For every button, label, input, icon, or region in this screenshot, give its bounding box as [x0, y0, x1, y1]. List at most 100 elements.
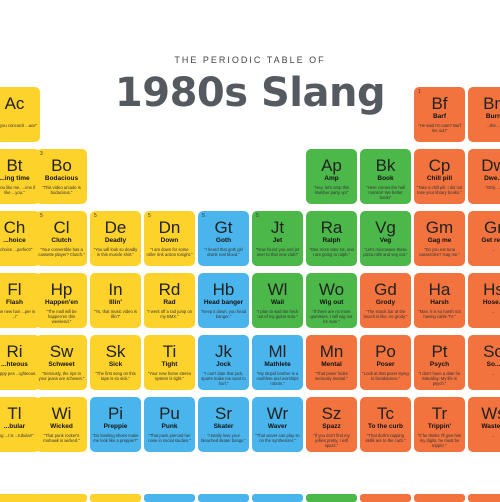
- tile[interactable]: Wo Wig out "If there are no more gummies, …: [306, 273, 357, 328]
- tile[interactable]: Bn Burn ...the ...: [468, 87, 500, 142]
- tile-description: "The snack bar at the beach is like, so …: [363, 309, 408, 319]
- tile[interactable]: Wl Wail "I plan to wail the heck out of my…: [252, 273, 303, 328]
- tile[interactable]: Ml Mathlete "My stupid brother is a mathle…: [252, 335, 303, 390]
- tile[interactable]: Tr Trippin' "If he thinks I'll give him my…: [414, 397, 465, 452]
- tile-description: "Let's microwave these pizza rolls and v…: [363, 247, 408, 257]
- tile[interactable]: Tl...bular ...ng ...t is ...tubular!": [0, 397, 40, 452]
- tile[interactable]: Sr Skater "I totally love your bleached sk…: [198, 397, 249, 452]
- tile-description: "I went off a rad jump on my BMX.": [146, 309, 193, 319]
- tile-symbol: Hb: [212, 280, 235, 299]
- tile[interactable]: Po Poser "Look at that poser trying to bre…: [360, 335, 411, 390]
- tile-symbol: Jk: [215, 342, 232, 361]
- tile-number: 5: [256, 213, 259, 219]
- tile-name: Veg: [379, 237, 392, 244]
- tile[interactable]: Bk Book "Here comes the hall monitor! We b…: [360, 149, 411, 204]
- tile-description: ...ng ...t is ...tubular!": [0, 433, 34, 438]
- tile-description: ...slappy pes ...ighteous.": [0, 371, 38, 376]
- tile-symbol: Po: [375, 342, 396, 361]
- tile[interactable]: GrGet re......: [468, 211, 500, 266]
- tile[interactable]: Mn Mental "That poser looks seriously ment…: [306, 335, 357, 390]
- tile-name: Rad: [163, 299, 176, 306]
- tile-name: Bodacious: [44, 175, 79, 182]
- tile-symbol: Mn: [319, 342, 344, 361]
- tile[interactable]: Cp Chill pill "Take a chill pill, I did no…: [414, 149, 465, 204]
- tile[interactable]: Pi Preppie "Do bowling shoes make me look …: [90, 397, 141, 452]
- tile[interactable]: Wr Waver "That waver can play so on the sy…: [252, 397, 303, 452]
- tile-description: "Now found you and jet over to that new …: [255, 247, 300, 257]
- tile[interactable]: 3 Bt...ing time ...lf you like me, ...ime …: [0, 149, 40, 204]
- tile-description: "That dork's rapping skills are to the c…: [365, 433, 406, 443]
- tile[interactable]: Gd Grody "The snack bar at the beach is li…: [360, 273, 411, 328]
- tile[interactable]: Tc To the curb "That dork's rapping skills…: [360, 397, 411, 452]
- tile-symbol: In: [108, 280, 123, 299]
- tile-symbol: Dw: [481, 156, 500, 175]
- tile-description: "Look at that poser trying to breakdance…: [362, 371, 409, 381]
- tile-description: "If you don't find my jellies pretty, I …: [313, 433, 350, 448]
- tile[interactable]: Hb Head banger "Keep it down, you head ban…: [198, 273, 249, 328]
- tile[interactable]: Ap Amp "Hey, let's amp this slumber party …: [306, 149, 357, 204]
- tile[interactable]: Pt Psych "I don't have a date for Saturday…: [414, 335, 465, 390]
- tile[interactable]: Ri...hteous ...slappy pes ...ighteous.": [0, 335, 40, 390]
- tile-symbol: Ws: [481, 404, 500, 423]
- tile-name: So...: [486, 361, 500, 368]
- tile[interactable]: 5 Cl Clutch "Your convertible has a cassett…: [36, 211, 87, 266]
- tile-symbol: Tc: [377, 404, 394, 423]
- tile[interactable]: So So......: [468, 335, 500, 390]
- tile[interactable]: In Illin' "Yo, that music video is illin'!…: [90, 273, 141, 328]
- tile-name: Mathlete: [264, 361, 291, 368]
- tile[interactable]: 5 Gt Goth "I heard that goth girl drank rea…: [198, 211, 249, 266]
- tile-description: "I don't have a date for Saturday. My li…: [418, 371, 461, 386]
- page-title: 1980s Slang: [114, 70, 386, 116]
- tile-symbol: Ri: [6, 342, 23, 361]
- tile-name: Waver: [267, 423, 288, 430]
- partial-tile: [468, 494, 500, 502]
- tile[interactable]: 5 De Deadly "You will look so deadly in thi…: [90, 211, 141, 266]
- tile-name: Clutch: [51, 237, 72, 244]
- tile-symbol: Tr: [431, 404, 448, 423]
- tile-symbol: Fl: [7, 280, 22, 299]
- tile[interactable]: Ha Harsh "Man, it is so harsh not having c…: [414, 273, 465, 328]
- tile[interactable]: WsWaste......: [468, 397, 500, 452]
- tile-symbol: Wr: [266, 404, 289, 423]
- tile-symbol: Sz: [321, 404, 342, 423]
- tile-description: "You will look so deadly in this muscle …: [93, 247, 138, 257]
- tile[interactable]: Pu Punk "That punk pierced her nose in soc…: [144, 397, 195, 452]
- tile-name: Schweet: [48, 361, 75, 368]
- tile-description: "Keep it down, you head banger.": [200, 309, 247, 319]
- tile-name: Book: [377, 175, 394, 182]
- tile[interactable]: Hp Happen'en "The mall will be happen'en t…: [36, 273, 87, 328]
- header-subtitle: THE PERIODIC TABLE OF: [174, 55, 326, 65]
- tile-symbol: Bk: [375, 156, 396, 175]
- tile[interactable]: Vg Veg "Let's microwave these pizza rolls …: [360, 211, 411, 266]
- tile-description: "My stupid brother is a mathlete and wor…: [256, 371, 299, 386]
- tile-name: Dwe...: [484, 175, 500, 182]
- tile-description: ...: [491, 309, 496, 314]
- tile-symbol: Wl: [267, 280, 288, 299]
- tile[interactable]: Sk Sick "The first song on this tape is so…: [90, 335, 141, 390]
- tile-description: "The mall will be happen'en this weekend…: [46, 309, 77, 324]
- tile-description: "That punk rocker's mohawk is wicked.": [43, 433, 80, 443]
- tile[interactable]: Rd Rad "I went off a rad jump on my BMX.": [144, 273, 195, 328]
- tile[interactable]: Ti Tight "Your new home stereo system is t…: [144, 335, 195, 390]
- tile[interactable]: Ac "Do you concordr ...ace": [0, 87, 40, 142]
- tile-symbol: Rd: [158, 280, 181, 299]
- tile-name: Jock: [216, 361, 231, 368]
- tile[interactable]: Sw Schweet "Seriously, the rips in your je…: [36, 335, 87, 390]
- tile[interactable]: Jk Jock "I can't date that jock, sports ma…: [198, 335, 249, 390]
- tile-description: "Seriously, the rips in your jeans are s…: [38, 371, 85, 381]
- tile[interactable]: 5 Dn Down "I am down for some roller rink a…: [144, 211, 195, 266]
- tile[interactable]: Sz Spazz "If you don't find my jellies pre…: [306, 397, 357, 452]
- tile[interactable]: Wi Wicked "That punk rocker's mohawk is wi…: [36, 397, 87, 452]
- tile[interactable]: Ra Ralph "One more tater tot, and I am goi…: [306, 211, 357, 266]
- tile[interactable]: Gm Gag me "Do you eat tuna casseroles? Gag…: [414, 211, 465, 266]
- tile[interactable]: Ch ...hoice ...choice ...perfect!": [0, 211, 40, 266]
- partial-tile: [144, 494, 195, 502]
- tile[interactable]: 3 Bo Bodacious "This video arcade is bodaci…: [36, 149, 87, 204]
- tile[interactable]: 1 Bf Barf "He said I'm cute? Barf me out!": [414, 87, 465, 142]
- tile[interactable]: 5 Jt Jet "Now found you and jet over to tha…: [252, 211, 303, 266]
- tile-symbol: Tl: [7, 404, 22, 423]
- tile-description: "Hey, let's amp this slumber party up!": [313, 185, 350, 195]
